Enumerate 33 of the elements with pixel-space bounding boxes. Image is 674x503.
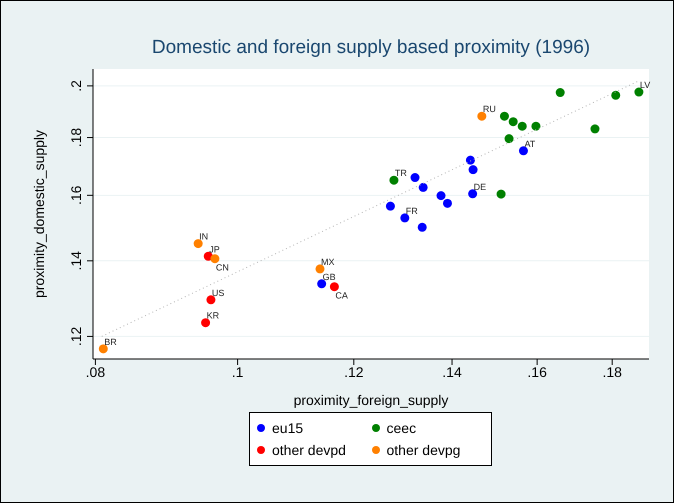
annotation: LV	[640, 80, 650, 90]
y-tick-label: .16	[68, 185, 84, 206]
x-tick-label: .16	[527, 364, 548, 380]
annotation: BR	[104, 336, 118, 347]
annotation: GB	[322, 272, 336, 282]
legend-label: other devpd	[272, 442, 346, 458]
annotation: KR	[206, 310, 220, 321]
y-tick-label: .18	[68, 128, 84, 148]
legend-label: eu15	[272, 420, 304, 436]
x-tick-label: .12	[344, 364, 364, 380]
annotation: DE	[474, 182, 486, 192]
x-tick-label: .1	[232, 364, 244, 380]
y-axis-title: proximity_domestic_supply	[30, 130, 47, 298]
annotation: RU	[482, 104, 496, 114]
annotation: JP	[209, 244, 220, 254]
x-axis-title: proximity_foreign_supply	[294, 392, 448, 408]
annotation: MX	[320, 256, 334, 267]
annotation: US	[212, 288, 224, 298]
y-tick-label: .2	[68, 80, 84, 92]
annotation: CN	[216, 262, 229, 273]
annotation: CA	[335, 290, 348, 301]
y-tick-label: .12	[68, 326, 84, 346]
x-tick-label: .14	[442, 364, 462, 380]
annotation: AT	[524, 138, 536, 149]
annotation: TR	[394, 168, 408, 178]
x-tick-label: .18	[602, 364, 622, 380]
y-tick-label: .14	[68, 250, 84, 271]
annotation: FR	[406, 206, 418, 216]
annotation: IN	[199, 232, 208, 242]
x-tick-label: .08	[86, 364, 106, 380]
legend-label: ceec	[386, 420, 416, 436]
chart-title: Domestic and foreign supply based proximity (1996)	[150, 37, 592, 59]
legend-label: other devpg	[386, 442, 460, 458]
